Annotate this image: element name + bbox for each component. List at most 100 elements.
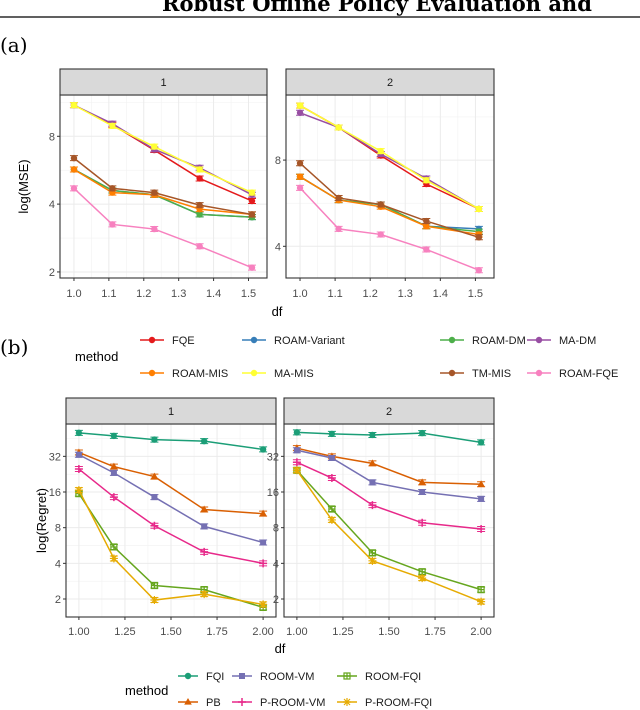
series-p-room-vm xyxy=(74,465,268,568)
facet-strip xyxy=(65,397,277,425)
data-point xyxy=(196,166,203,173)
data-point xyxy=(151,189,158,196)
page-header-title: Robust Offline Policy Evaluation and xyxy=(162,0,592,16)
x-tick-label: 1.1 xyxy=(327,288,342,300)
data-point xyxy=(296,102,304,109)
data-point xyxy=(335,225,342,233)
data-point xyxy=(328,505,336,513)
panel-a-1: 1.0 1.1 1.2 1.3 1.4 1.5 2 4 8 1 xyxy=(49,68,268,300)
data-point xyxy=(151,225,158,233)
data-point xyxy=(475,234,483,241)
series-fqi xyxy=(292,429,486,446)
y-axis-label: log(Regret) xyxy=(34,488,49,553)
x-tick-label: 1.3 xyxy=(398,288,413,300)
data-point xyxy=(335,194,342,202)
legend: method FQI ROOM-VM ROOM-FQI PB P-ROOM-VM P-ROO… xyxy=(125,671,432,709)
legend-key-marker xyxy=(239,673,245,679)
data-point xyxy=(328,454,335,461)
x-tick-label: 1.1 xyxy=(101,288,116,300)
data-point xyxy=(418,568,426,576)
x-tick-label: 1.4 xyxy=(206,288,221,300)
data-point xyxy=(418,429,426,437)
x-tick-label: 1.0 xyxy=(66,288,81,300)
data-point xyxy=(327,474,336,483)
y-axis-label: log(MSE) xyxy=(16,159,31,213)
legend-key-marker xyxy=(184,672,192,680)
legend-title: method xyxy=(125,683,168,698)
legend-key-marker xyxy=(184,698,192,705)
y-tick-label: 8 xyxy=(49,131,55,143)
legend: method FQE ROAM-Variant ROAM-DM MA-DM ROAM-MI… xyxy=(75,335,618,380)
x-tick-label: 1.2 xyxy=(136,288,151,300)
x-tick-label: 1.0 xyxy=(292,288,307,300)
data-point xyxy=(150,596,159,605)
legend-label: FQI xyxy=(206,671,224,683)
legend-item-room-vm: ROOM-VM xyxy=(232,671,314,683)
legend-key-marker xyxy=(535,369,543,377)
data-point xyxy=(259,446,267,453)
data-point xyxy=(419,489,426,496)
data-point xyxy=(110,432,118,440)
series-p-room-fqi xyxy=(74,486,268,609)
data-point xyxy=(150,472,159,480)
data-point xyxy=(478,495,485,502)
panel-b-2: 1.00 1.25 1.50 1.75 2.00 2 4 8 16 32 2 xyxy=(267,397,495,638)
data-point xyxy=(475,205,483,213)
data-point xyxy=(196,243,203,250)
data-point xyxy=(477,480,485,487)
data-point xyxy=(196,175,203,182)
x-tick-label: 1.25 xyxy=(114,626,135,638)
data-point xyxy=(151,143,158,150)
data-point xyxy=(200,505,208,513)
legend-label: ROAM-MIS xyxy=(172,368,228,380)
data-point xyxy=(259,559,268,568)
data-point xyxy=(475,267,483,274)
data-point xyxy=(377,147,384,155)
x-tick-label: 1.50 xyxy=(378,626,399,638)
data-point xyxy=(369,431,376,439)
data-point xyxy=(423,217,430,225)
y-tick-label: 4 xyxy=(273,558,279,570)
data-point xyxy=(110,469,117,476)
data-point xyxy=(423,223,430,230)
data-point xyxy=(477,524,486,533)
legend-key-marker xyxy=(343,672,351,680)
panel-a-2: 1.0 1.1 1.2 1.3 1.4 1.5 4 8 2 xyxy=(275,68,495,300)
facet-strip-label: 1 xyxy=(168,406,174,418)
data-point xyxy=(259,600,268,609)
series-pb xyxy=(292,444,486,488)
y-tick-label: 8 xyxy=(273,523,279,535)
x-tick-label: 1.5 xyxy=(468,288,483,300)
data-point xyxy=(293,447,300,454)
data-point xyxy=(70,101,78,109)
data-point xyxy=(200,437,208,445)
data-point xyxy=(292,458,301,467)
legend-item-p-room-vm: P-ROOM-VM xyxy=(232,697,325,709)
legend-label: ROAM-DM xyxy=(472,335,526,347)
data-point xyxy=(377,201,384,208)
data-point xyxy=(296,184,304,192)
data-point xyxy=(296,109,304,116)
y-tick-label: 4 xyxy=(49,199,55,211)
x-tick-label: 2.00 xyxy=(470,626,491,638)
data-point xyxy=(368,549,377,557)
data-point xyxy=(109,122,116,130)
data-point xyxy=(477,586,485,594)
data-point xyxy=(109,221,116,228)
data-point xyxy=(368,459,377,467)
data-point xyxy=(296,173,304,180)
legend-key-marker xyxy=(448,336,456,344)
series-roam-fqe xyxy=(69,185,256,271)
legend-label: MA-DM xyxy=(559,335,596,347)
x-tick-label: 1.4 xyxy=(433,288,448,300)
data-point xyxy=(248,197,256,205)
facet-strip-label: 2 xyxy=(386,406,392,418)
x-tick-label: 1.5 xyxy=(241,288,256,300)
x-tick-label: 1.00 xyxy=(68,626,89,638)
data-point xyxy=(196,201,203,209)
y-tick-label: 8 xyxy=(275,155,281,167)
figure-label-a: (a) xyxy=(0,33,28,57)
data-point xyxy=(151,494,158,501)
facet-strip xyxy=(59,68,268,96)
y-tick-label: 16 xyxy=(267,487,279,499)
